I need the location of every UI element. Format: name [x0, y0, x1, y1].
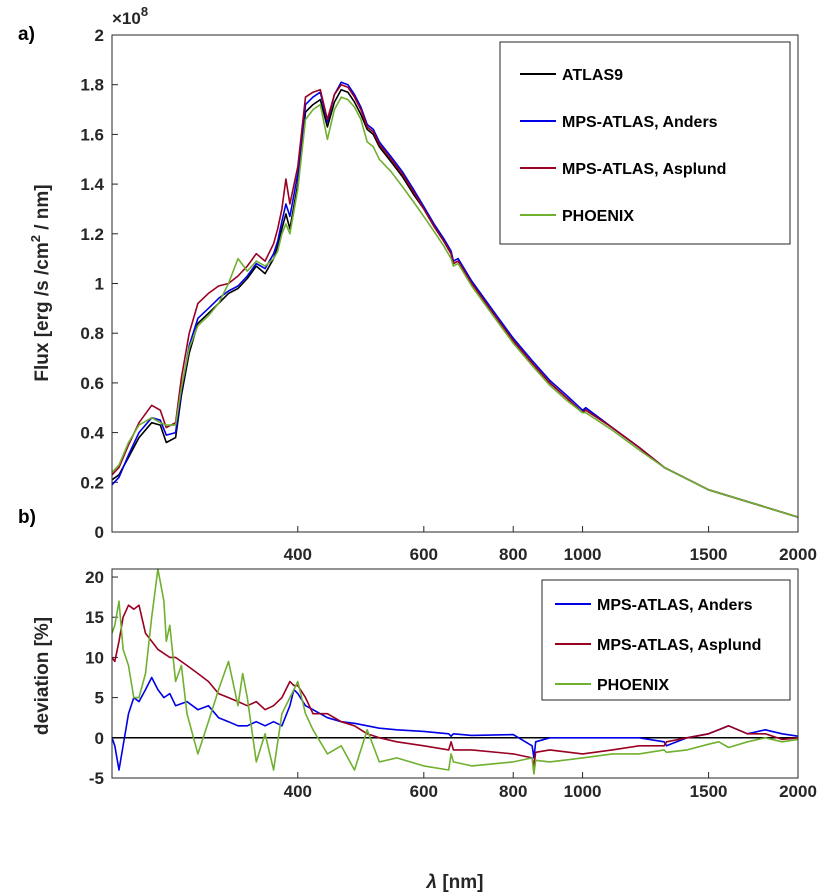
y-tick-label: 1.2	[80, 225, 104, 244]
y-tick-label: 0.4	[80, 424, 104, 443]
x-tick-label: 600	[410, 545, 438, 564]
x-tick-label: 800	[499, 545, 527, 564]
y-tick-label: 2	[95, 26, 104, 45]
x-tick-label: 1000	[564, 782, 602, 801]
legend-label-phoenix: PHOENIX	[597, 677, 669, 694]
x-axis-label: λ [nm]	[425, 872, 483, 893]
y-tick-label: 1	[95, 275, 104, 294]
panel-a-label: a)	[18, 24, 35, 45]
y-tick-label: 0.6	[80, 374, 104, 393]
ylabel-tail: / nm]	[32, 184, 53, 235]
x-tick-label: 1500	[690, 782, 728, 801]
y-tick-label: 1.8	[80, 76, 104, 95]
legend-label-mps-atlas-anders: MPS-ATLAS, Anders	[597, 597, 753, 614]
y-tick-label: 0	[95, 523, 104, 542]
y-tick-label: 0	[95, 729, 104, 748]
y-tick-label: 5	[95, 689, 104, 708]
y-tick-label: -5	[89, 769, 104, 788]
panel-a-y-axis-label: Flux [erg /s /cm2 / nm]	[28, 184, 53, 381]
exponent-power: 8	[141, 4, 148, 19]
x-tick-label: 800	[499, 782, 527, 801]
y-tick-label: 0.2	[80, 473, 104, 492]
y-tick-label: 1.6	[80, 125, 104, 144]
series-line-mps-atlas-asplund	[111, 83, 799, 518]
panel-b-deviation-plot: b) deviation [%] λ [nm] -5 0 5 10 15 20 400 60…	[18, 507, 817, 893]
exponent-base: ×10	[112, 9, 141, 28]
panel-b-series	[111, 568, 799, 775]
series-line-phoenix	[111, 568, 799, 775]
x-tick-label: 2000	[779, 782, 817, 801]
x-tick-label: 400	[284, 545, 312, 564]
panel-b-label: b)	[18, 507, 36, 528]
x-tick-label: 2000	[779, 545, 817, 564]
panel-b-legend-box	[541, 579, 791, 701]
lambda-symbol: λ	[425, 872, 437, 893]
y-tick-label: 1.4	[80, 175, 104, 194]
ylabel-main: Flux [erg /s /cm	[32, 242, 53, 381]
panel-a-y-ticks: 0 0.2 0.4 0.6 0.8 1 1.2 1.4 1.6 1.8 2	[80, 26, 118, 542]
panel-a-series	[111, 81, 799, 518]
y-tick-label: 0.8	[80, 324, 104, 343]
y-exponent-multiplier: ×108	[112, 4, 148, 28]
x-tick-label: 1000	[564, 545, 602, 564]
ylabel-superscript: 2	[28, 235, 43, 242]
series-line-mps-atlas-asplund	[111, 604, 799, 767]
y-tick-label: 10	[85, 648, 104, 667]
x-tick-label: 400	[284, 782, 312, 801]
panel-a-legend: ATLAS9 MPS-ATLAS, Anders MPS-ATLAS, Asplun…	[499, 41, 791, 245]
panel-b-y-ticks: -5 0 5 10 15 20	[85, 568, 118, 788]
series-line-mps-atlas-anders	[111, 81, 799, 518]
panel-b-y-axis-label: deviation [%]	[32, 617, 53, 735]
legend-label-mps-atlas-anders: MPS-ATLAS, Anders	[562, 114, 718, 131]
panel-b-x-ticks: 400 600 800 1000 1500 2000	[284, 772, 817, 801]
panel-a-flux-plot: a) ×108 Flux [erg /s /cm2 / nm] 00.20.40…	[18, 4, 817, 564]
legend-label-phoenix: PHOENIX	[562, 208, 634, 225]
legend-label-mps-atlas-asplund: MPS-ATLAS, Asplund	[562, 161, 726, 178]
xlabel-unit: [nm]	[437, 872, 483, 893]
x-tick-label: 1500	[690, 545, 728, 564]
panel-b-axes-box	[111, 568, 799, 779]
legend-label-mps-atlas-asplund: MPS-ATLAS, Asplund	[597, 637, 761, 654]
legend-label-atlas9: ATLAS9	[562, 67, 623, 84]
panel-a-legend-box	[499, 41, 791, 245]
x-tick-label: 600	[410, 782, 438, 801]
y-tick-label: 15	[85, 608, 104, 627]
panel-b-legend: MPS-ATLAS, Anders MPS-ATLAS, Asplund PHOEN…	[541, 579, 791, 701]
series-line-phoenix	[111, 96, 799, 518]
panel-a-x-ticks: 400 600 800 1000 1500 2000	[284, 526, 817, 564]
y-tick-label: 20	[85, 568, 104, 587]
panel-a-axes-box	[111, 34, 799, 533]
